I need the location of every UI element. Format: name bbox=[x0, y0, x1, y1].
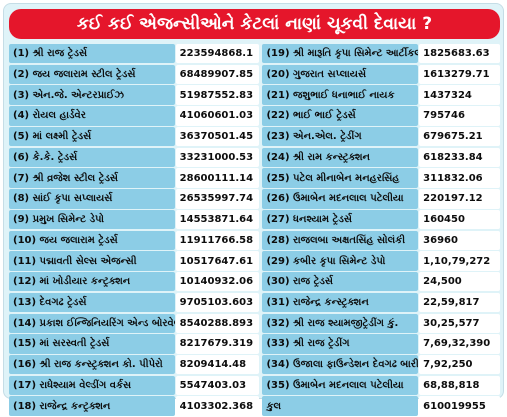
agency-payments-panel: કઈ કઈ એજન્સીઓને કેટલાં નાણાં ચૂકવી દેવાય… bbox=[3, 3, 504, 416]
agency-name: (11) પદ્માવતી સેલ્સ એજન્સી bbox=[9, 251, 175, 271]
table-row: (8) સાંઈ કૃપા સપ્લાયર્સ 26535997.74 (26) ઉ… bbox=[9, 189, 500, 209]
table-row: (14) પ્રકાશ ઈન્જિનિયરિંગ એન્ડ બોરવેલ 8540… bbox=[9, 313, 500, 333]
payment-amount: 1437324 bbox=[419, 85, 500, 105]
table-row: (17) રાધેશ્યામ વેલ્ડીંગ વર્કસ 5547403.03(… bbox=[9, 375, 500, 396]
agency-name: (27) ધનશ્યામ ટ્રેડર્સ bbox=[262, 209, 419, 230]
agency-name: (20) ગુજરાત સપ્લાયર્સ bbox=[262, 64, 419, 85]
table-row: (7) શ્રી વ્રજેશ સ્ટીલ ટ્રેડર્સ 28600111.1… bbox=[9, 168, 500, 188]
agency-name: (8) સાંઈ કૃપા સપ્લાયર્સ bbox=[9, 189, 175, 209]
agency-name: (33) શ્રી રાજ ટ્રેડીંગ bbox=[262, 334, 419, 354]
payment-amount: 1,10,79,272 bbox=[419, 251, 500, 271]
payments-table: (1) શ્રી રાજ ટ્રેડર્સ 223594868.1 (19) શ્ર… bbox=[9, 44, 500, 417]
payment-amount: 311832.06 bbox=[419, 168, 500, 188]
table-row: (9) પ્રમુખ સિમેન્ટ ડેપો 14553871.64 (27) ધ… bbox=[9, 209, 500, 230]
agency-name: (10) જય જલારામ ટ્રેડર્સ bbox=[9, 230, 175, 250]
payment-amount: 9705103.603 bbox=[175, 292, 260, 313]
payment-amount: 36370501.45 bbox=[175, 126, 260, 147]
payment-amount: 11911766.58 bbox=[175, 230, 260, 250]
agency-name: (25) પટેલ મીનાબેન મનહરસિંહ bbox=[262, 168, 419, 188]
table-row: (6) કે.કે. ટ્રેડર્સ 33231000.53 (24) શ્રી … bbox=[9, 147, 500, 168]
table-row: (15) માં સરસ્વતી ટ્રેડર્સ 8217679.319 (33)… bbox=[9, 334, 500, 354]
payment-amount: 1825683.63 bbox=[419, 44, 500, 64]
payment-amount: 51987552.83 bbox=[175, 85, 260, 105]
payment-amount: 28600111.14 bbox=[175, 168, 260, 188]
table-row: (18) રાજેન્દ્ર કન્ટ્રક્શન 4103302.368 કુલ 6… bbox=[9, 396, 500, 416]
payment-amount: 220197.12 bbox=[419, 189, 500, 209]
agency-name: (32) શ્રી રાજ શ્યામજીટ્રેડીંગ કું. bbox=[262, 313, 419, 333]
table-row: (12) માં ખોડીયાર કન્ટ્રક્શન 10140932.06 (3… bbox=[9, 272, 500, 292]
payment-amount: 24,500 bbox=[419, 272, 500, 292]
table-row: (13) દેવગઢ ટ્રેડર્સ 9705103.603 (31) રાજેન… bbox=[9, 292, 500, 313]
payment-amount: 795746 bbox=[419, 106, 500, 126]
agency-name: (16) શ્રી રાજ કન્સ્ટ્રક્શન કો. પીપેરો bbox=[9, 355, 175, 375]
agency-name: (26) ઉમાબેન મદનલાલ પટેલીયા bbox=[262, 189, 419, 209]
agency-name: કુલ bbox=[262, 396, 419, 416]
table-row: (10) જય જલારામ ટ્રેડર્સ 11911766.58 (28) ર… bbox=[9, 230, 500, 250]
agency-name: (1) શ્રી રાજ ટ્રેડર્સ bbox=[9, 44, 175, 64]
agency-name: (23) એન.એલ. ટ્રેડીંગ bbox=[262, 126, 419, 147]
agency-name: (24) શ્રી રામ કન્સ્ટ્રક્શન bbox=[262, 147, 419, 168]
payment-amount: 8217679.319 bbox=[175, 334, 260, 354]
agency-name: (28) રાજલબા અક્ષતસિંહ સોલંકી bbox=[262, 230, 419, 250]
payment-amount: 26535997.74 bbox=[175, 189, 260, 209]
payment-amount: 223594868.1 bbox=[175, 44, 260, 64]
table-row: (4) રોયલ હાર્ડવેર 41060601.03 (22) ભાઈ ભાઈ… bbox=[9, 106, 500, 126]
payment-amount: 679675.21 bbox=[419, 126, 500, 147]
payment-amount: 41060601.03 bbox=[175, 106, 260, 126]
agency-name: (14) પ્રકાશ ઈન્જિનિયરિંગ એન્ડ બોરવેલ bbox=[9, 313, 175, 333]
payment-amount: 610019955 bbox=[419, 396, 500, 416]
agency-name: (31) રાજેન્દ્ર કન્સ્ટ્રક્શન bbox=[262, 292, 419, 313]
payment-amount: 160450 bbox=[419, 209, 500, 230]
payment-amount: 33231000.53 bbox=[175, 147, 260, 168]
agency-name: (9) પ્રમુખ સિમેન્ટ ડેપો bbox=[9, 209, 175, 230]
agency-name: (6) કે.કે. ટ્રેડર્સ bbox=[9, 147, 175, 168]
table-row: (5) માં લક્ષ્મી ટ્રેડર્સ 36370501.45 (23) … bbox=[9, 126, 500, 147]
agency-name: (29) કબીર કૃપા સિમેન્ટ ડેપો bbox=[262, 251, 419, 271]
table-row: (1) શ્રી રાજ ટ્રેડર્સ 223594868.1 (19) શ્ર… bbox=[9, 44, 500, 64]
table-row: (2) જય જલારામ સ્ટીલ ટ્રેડર્સ 68489907.85(… bbox=[9, 64, 500, 85]
payment-amount: 30,25,577 bbox=[419, 313, 500, 333]
payment-amount: 14553871.64 bbox=[175, 209, 260, 230]
agency-name: (15) માં સરસ્વતી ટ્રેડર્સ bbox=[9, 334, 175, 354]
payment-amount: 68489907.85 bbox=[175, 64, 260, 85]
agency-name: (17) રાધેશ્યામ વેલ્ડીંગ વર્કસ bbox=[9, 375, 175, 396]
agency-name: (5) માં લક્ષ્મી ટ્રેડર્સ bbox=[9, 126, 175, 147]
payment-amount: 4103302.368 bbox=[175, 396, 260, 416]
agency-name: (3) એન.જે. એન્ટરપ્રાઈઝ bbox=[9, 85, 175, 105]
payment-amount: 36960 bbox=[419, 230, 500, 250]
payment-amount: 7,69,32,390 bbox=[419, 334, 500, 354]
payment-amount: 5547403.03 bbox=[175, 375, 260, 396]
table-row: (11) પદ્માવતી સેલ્સ એજન્સી 10517647.61 (29… bbox=[9, 251, 500, 271]
agency-name: (4) રોયલ હાર્ડવેર bbox=[9, 106, 175, 126]
agency-name: (35) ઉમાબેન મદનલાલ પટેલીયા bbox=[262, 375, 419, 396]
payment-amount: 7,92,250 bbox=[419, 355, 500, 375]
payment-amount: 8209414.48 bbox=[175, 355, 260, 375]
payment-amount: 8540288.893 bbox=[175, 313, 260, 333]
payment-amount: 10517647.61 bbox=[175, 251, 260, 271]
table-row: (3) એન.જે. એન્ટરપ્રાઈઝ 51987552.83 (21) જશ… bbox=[9, 85, 500, 105]
payment-amount: 618233.84 bbox=[419, 147, 500, 168]
agency-name: (12) માં ખોડીયાર કન્ટ્રક્શન bbox=[9, 272, 175, 292]
agency-name: (7) શ્રી વ્રજેશ સ્ટીલ ટ્રેડર્સ bbox=[9, 168, 175, 188]
agency-name: (2) જય જલારામ સ્ટીલ ટ્રેડર્સ bbox=[9, 64, 175, 85]
agency-name: (34) ઉજાલા ફાઉન્ડેશન દેવગઢ બારીયા bbox=[262, 355, 419, 375]
payment-amount: 10140932.06 bbox=[175, 272, 260, 292]
agency-name: (21) જશુભાઈ ધનાભાઈ નાયક bbox=[262, 85, 419, 105]
agency-name: (22) ભાઈ ભાઈ ટ્રેડર્સ bbox=[262, 106, 419, 126]
payment-amount: 68,88,818 bbox=[419, 375, 500, 396]
agency-name: (19) શ્રી મારૂતિ કૃપા સિમેન્ટ આર્ટીકલ bbox=[262, 44, 419, 64]
agency-name: (30) રાજ ટ્રેડર્સ bbox=[262, 272, 419, 292]
agency-name: (18) રાજેન્દ્ર કન્ટ્રક્શન bbox=[9, 396, 175, 416]
table-row: (16) શ્રી રાજ કન્સ્ટ્રક્શન કો. પીપેરો 820… bbox=[9, 355, 500, 375]
payment-amount: 22,59,817 bbox=[419, 292, 500, 313]
payment-amount: 1613279.71 bbox=[419, 64, 500, 85]
page-title: કઈ કઈ એજન્સીઓને કેટલાં નાણાં ચૂકવી દેવાય… bbox=[9, 9, 500, 39]
agency-name: (13) દેવગઢ ટ્રેડર્સ bbox=[9, 292, 175, 313]
